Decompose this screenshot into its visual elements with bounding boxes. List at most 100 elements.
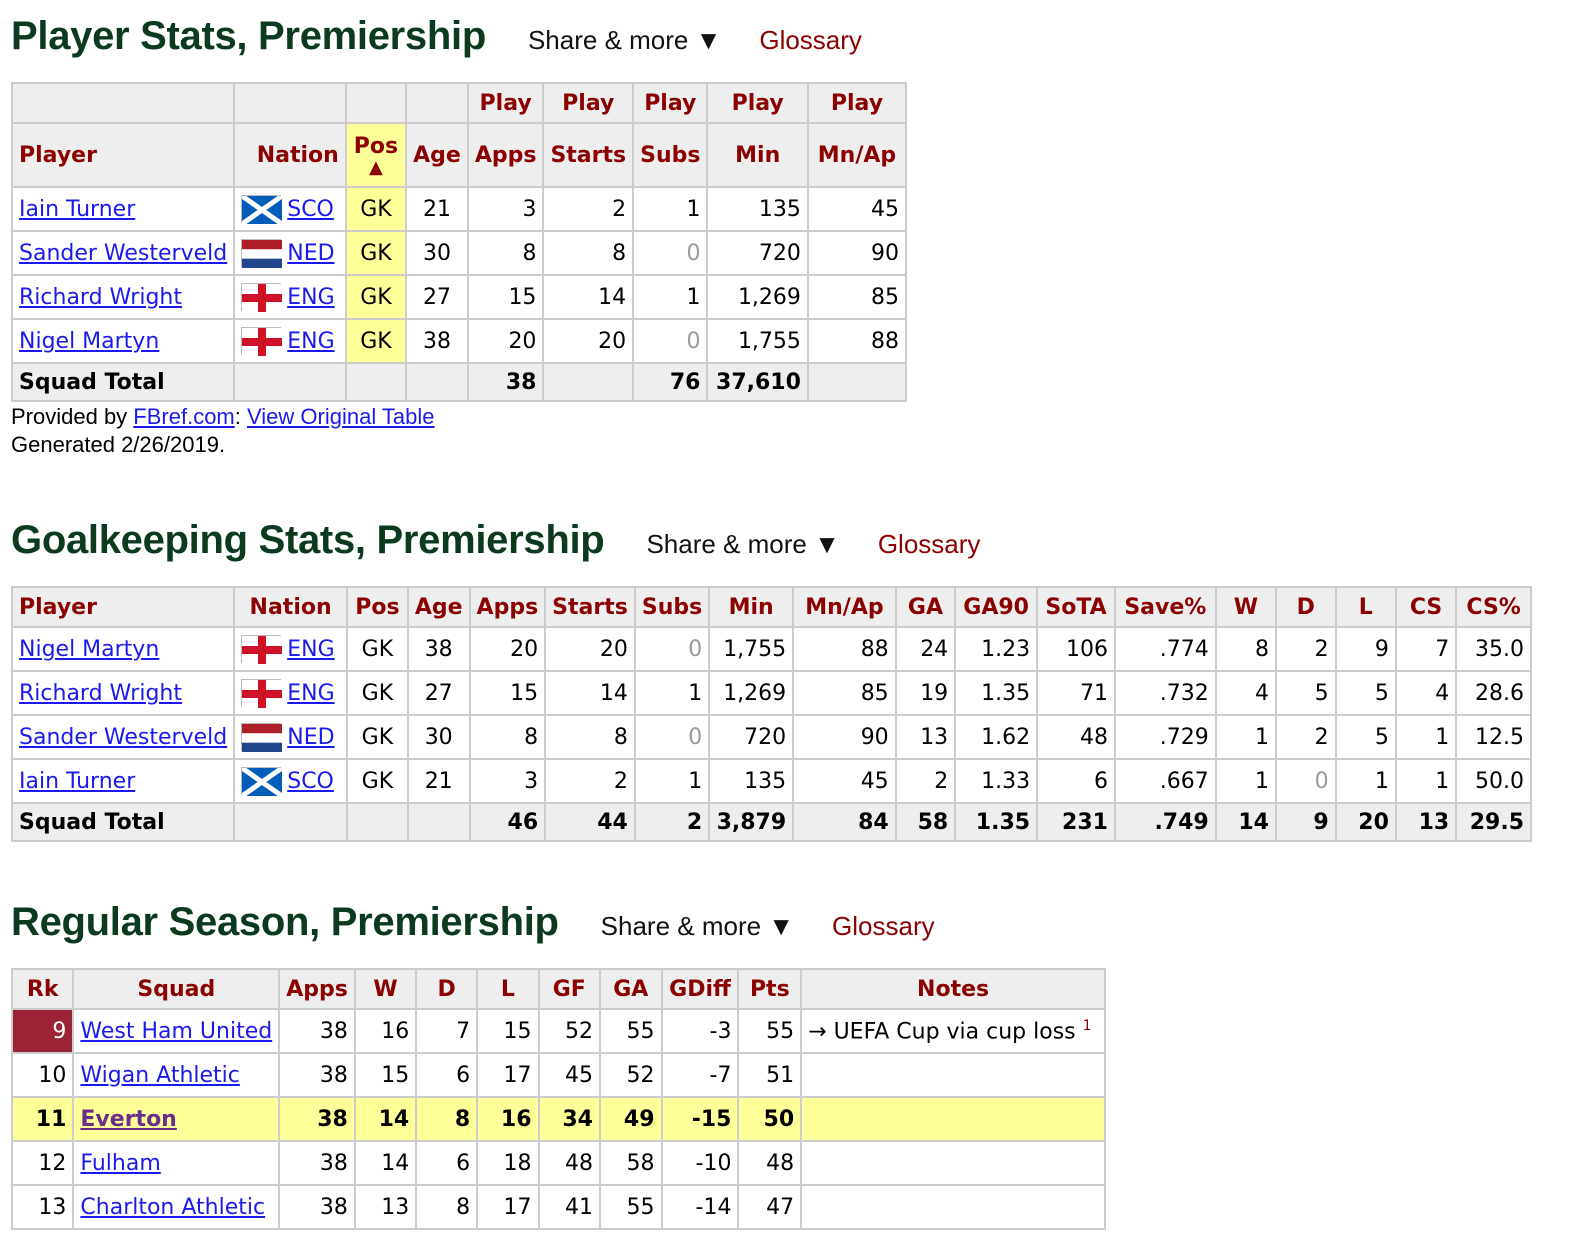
player-link[interactable]: Richard Wright [19, 284, 182, 310]
nation-link[interactable]: NED [287, 240, 335, 266]
col-header[interactable]: GA90 [954, 586, 1039, 628]
total-blank [806, 362, 908, 402]
nation-wrap: ENG [241, 635, 340, 664]
group-blank [10, 82, 236, 124]
squad-link[interactable]: West Ham United [80, 1018, 273, 1044]
col-header[interactable]: W [1214, 586, 1277, 628]
notes-cell [800, 1184, 1106, 1230]
col-header[interactable]: CS [1394, 586, 1458, 628]
col-pos-sorted[interactable]: Pos ▲ [344, 122, 408, 188]
squad-cell: Fulham [72, 1140, 281, 1186]
player-link[interactable]: Richard Wright [19, 680, 182, 706]
col-age[interactable]: Age [405, 122, 469, 188]
glossary-link[interactable]: Glossary [877, 529, 981, 559]
l-cell: 9 [1334, 626, 1397, 672]
nation-wrap: ENG [241, 679, 340, 708]
apps-cell: 20 [466, 318, 545, 364]
col-header[interactable]: GA [894, 586, 957, 628]
share-more-button[interactable]: Share & more ▼ [527, 25, 722, 55]
col-player[interactable]: Player [10, 122, 236, 188]
col-header[interactable]: D [415, 968, 479, 1010]
player-link[interactable]: Iain Turner [19, 768, 136, 794]
col-header[interactable]: SoTA [1036, 586, 1116, 628]
subs-cell: 0 [633, 714, 711, 760]
nation-link[interactable]: ENG [287, 328, 335, 354]
nation-link[interactable]: ENG [287, 284, 335, 310]
col-header[interactable]: Notes [800, 968, 1106, 1010]
csp-cell: 50.0 [1455, 758, 1532, 804]
nation-link[interactable]: ENG [287, 636, 335, 662]
col-header[interactable]: D [1274, 586, 1337, 628]
col-header[interactable]: GA [599, 968, 663, 1010]
col-header[interactable]: Starts [544, 586, 636, 628]
cs-cell: 1 [1394, 758, 1458, 804]
col-header[interactable]: Apps [278, 968, 356, 1010]
player-stats-header: Player Stats, Premiership Share & more ▼… [11, 14, 862, 64]
player-link[interactable]: Nigel Martyn [19, 328, 160, 354]
col-header[interactable]: Player [10, 586, 236, 628]
view-original-link[interactable]: View Original Table [247, 404, 435, 429]
pos-cell: GK [344, 230, 408, 276]
squad-link[interactable]: Fulham [80, 1150, 161, 1176]
netherlands-flag-icon [241, 239, 283, 268]
col-starts[interactable]: Starts [542, 122, 635, 188]
share-more-button[interactable]: Share & more ▼ [600, 911, 795, 941]
squad-link[interactable]: Everton [80, 1106, 177, 1132]
save-cell: .732 [1113, 670, 1217, 716]
player-link[interactable]: Sander Westerveld [19, 240, 228, 266]
col-header[interactable]: Pos [345, 586, 409, 628]
nation-cell: ENG [233, 318, 347, 364]
player-link[interactable]: Iain Turner [19, 196, 136, 222]
col-header[interactable]: Pts [737, 968, 803, 1010]
subs-cell: 1 [633, 670, 711, 716]
col-min[interactable]: Min [706, 122, 809, 188]
col-header[interactable]: Squad [72, 968, 281, 1010]
col-apps[interactable]: Apps [466, 122, 545, 188]
total-sota: 231 [1036, 802, 1116, 842]
col-header[interactable]: Min [708, 586, 795, 628]
col-header[interactable]: Apps [468, 586, 547, 628]
total-save: .749 [1113, 802, 1217, 842]
col-header[interactable]: CS% [1455, 586, 1532, 628]
glossary-link[interactable]: Glossary [759, 25, 862, 55]
nation-link[interactable]: ENG [287, 680, 335, 706]
apps-cell: 38 [278, 1096, 356, 1142]
col-header[interactable]: Rk [10, 968, 75, 1010]
col-header[interactable]: Age [406, 586, 471, 628]
share-more-button[interactable]: Share & more ▼ [646, 529, 840, 559]
nation-link[interactable]: SCO [287, 196, 334, 222]
ga90-cell: 1.62 [954, 714, 1039, 760]
w-cell: 13 [353, 1184, 418, 1230]
d-cell: 0 [1274, 758, 1337, 804]
col-mnap[interactable]: Mn/Ap [806, 122, 908, 188]
col-nation[interactable]: Nation [233, 122, 347, 188]
starts-cell: 8 [544, 714, 636, 760]
squad-link[interactable]: Wigan Athletic [80, 1062, 240, 1088]
col-header[interactable]: Save% [1113, 586, 1217, 628]
netherlands-flag-icon [241, 723, 283, 752]
nation-link[interactable]: SCO [287, 768, 334, 794]
rank-cell: 12 [10, 1140, 75, 1186]
col-header[interactable]: Mn/Ap [792, 586, 897, 628]
nation-link[interactable]: NED [287, 724, 335, 750]
col-header[interactable]: Subs [633, 586, 711, 628]
glossary-link[interactable]: Glossary [832, 911, 935, 941]
col-header[interactable]: GF [537, 968, 602, 1010]
col-subs[interactable]: Subs [632, 122, 709, 188]
note-footnote[interactable]: 1 [1082, 1017, 1092, 1034]
player-link[interactable]: Nigel Martyn [19, 636, 160, 662]
col-header[interactable]: L [1334, 586, 1397, 628]
col-header[interactable]: Nation [233, 586, 348, 628]
w-cell: 15 [353, 1052, 418, 1098]
regular-season-table: Rk Squad Apps W D L GF GA GDiff Pts Notes 9 West Ha… [10, 968, 1106, 1230]
col-header[interactable]: W [353, 968, 418, 1010]
player-link[interactable]: Sander Westerveld [19, 724, 228, 750]
ga90-cell: 1.33 [954, 758, 1039, 804]
col-header[interactable]: GDiff [660, 968, 740, 1010]
fbref-link[interactable]: FBref.com [133, 404, 235, 429]
squad-link[interactable]: Charlton Athletic [80, 1194, 266, 1220]
pts-cell: 47 [737, 1184, 803, 1230]
w-cell: 8 [1214, 626, 1277, 672]
gdiff-cell: -14 [660, 1184, 740, 1230]
col-header[interactable]: L [476, 968, 540, 1010]
